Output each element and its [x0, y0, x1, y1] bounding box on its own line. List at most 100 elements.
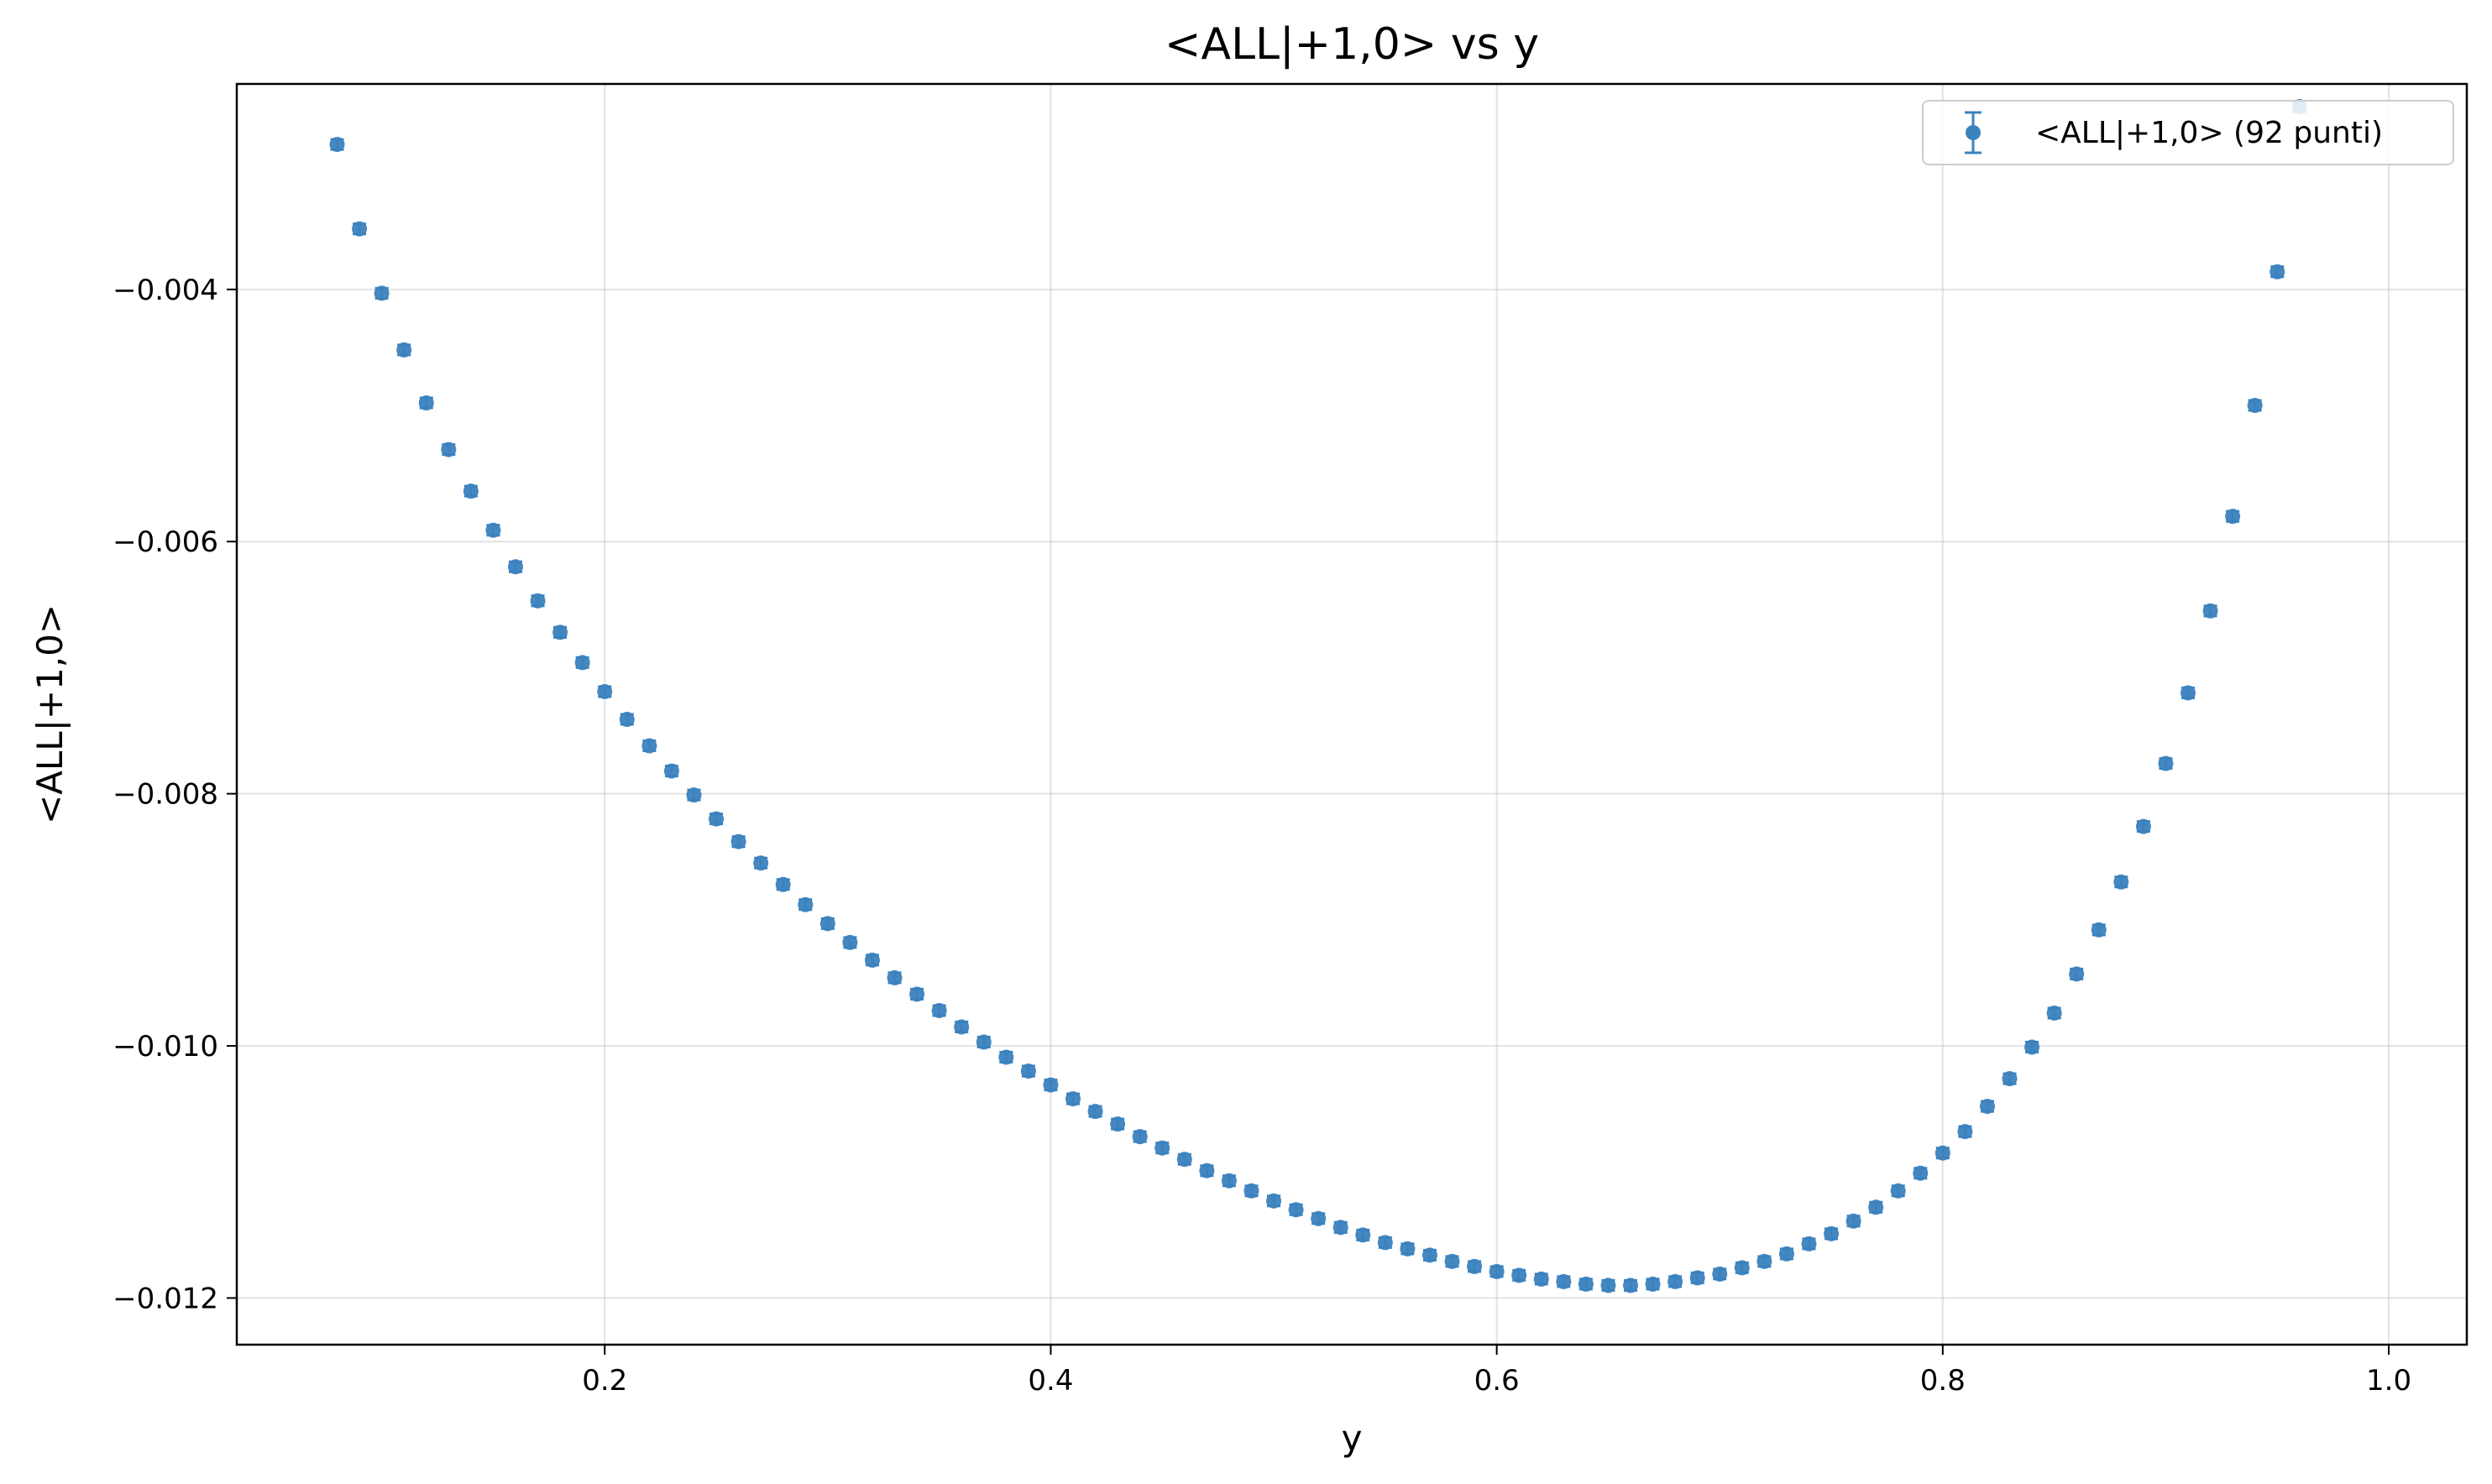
y-tick-label: −0.008: [113, 778, 218, 812]
data-point: [1288, 1202, 1304, 1218]
data-point: [819, 916, 835, 932]
data-point: [954, 1019, 970, 1035]
data-point: [441, 442, 457, 457]
data-point: [1110, 1116, 1126, 1132]
data-point: [1400, 1241, 1416, 1257]
data-point: [530, 593, 546, 609]
axes-ticks: 0.2 0.4 0.6 0.8 1.0 −0.004 −0.006 −0.008 −0.010 −…: [113, 274, 2411, 1398]
data-point: [1734, 1260, 1750, 1276]
data-point: [2270, 264, 2285, 280]
x-tick-label: 0.8: [1920, 1364, 1966, 1398]
data-point: [1065, 1091, 1081, 1107]
data-point: [1578, 1276, 1594, 1292]
data-point: [2247, 398, 2263, 414]
x-tick-label: 0.2: [582, 1364, 627, 1398]
data-point: [842, 934, 858, 950]
data-point: [2135, 818, 2151, 834]
data-point: [352, 221, 368, 237]
data-point: [753, 855, 769, 871]
data-point: [1556, 1273, 1572, 1289]
data-point: [1332, 1220, 1348, 1236]
data-point: [1311, 1210, 1327, 1226]
data-point: [909, 986, 925, 1002]
data-point: [574, 655, 590, 671]
data-point: [663, 763, 679, 779]
data-point: [619, 712, 635, 728]
data-point: [396, 342, 412, 358]
data-point: [976, 1034, 992, 1050]
data-point: [686, 787, 702, 803]
data-point: [374, 285, 390, 301]
data-point: [1020, 1063, 1036, 1079]
data-point: [1533, 1271, 1549, 1287]
data-point: [1467, 1258, 1483, 1274]
data-point: [2202, 603, 2218, 619]
data-point: [1043, 1077, 1059, 1093]
data-point: [2069, 966, 2085, 982]
data-point: [1934, 1145, 1950, 1161]
data-point: [1199, 1163, 1215, 1178]
data-point: [1421, 1247, 1437, 1263]
data-point: [1087, 1104, 1103, 1120]
data-point: [597, 683, 613, 699]
data-point: [329, 137, 345, 153]
data-point: [1667, 1273, 1683, 1289]
data-point: [864, 952, 880, 968]
data-point: [887, 969, 903, 985]
data-point: [1511, 1267, 1527, 1283]
data-point: [798, 896, 814, 912]
y-tick-label: −0.012: [113, 1282, 218, 1315]
y-tick-label: −0.006: [113, 525, 218, 559]
x-tick-label: 0.4: [1028, 1364, 1073, 1398]
data-point: [552, 624, 568, 640]
data-point: [1266, 1193, 1282, 1209]
data-point: [1890, 1183, 1906, 1199]
data-point: [1824, 1225, 1840, 1241]
data-point: [2091, 922, 2107, 938]
data-point: [2046, 1005, 2062, 1021]
x-tick-label: 1.0: [2366, 1364, 2411, 1398]
data-point: [2113, 874, 2129, 890]
y-tick-label: −0.010: [113, 1030, 218, 1063]
legend-marker-icon: [1966, 125, 1981, 140]
legend-label: <ALL|+1,0> (92 punti): [2035, 116, 2383, 150]
data-point: [1845, 1213, 1861, 1229]
x-tick-label: 0.6: [1474, 1364, 1520, 1398]
data-point: [931, 1002, 947, 1018]
data-point: [463, 483, 479, 499]
data-point: [775, 876, 791, 892]
y-tick-label: −0.004: [113, 274, 218, 307]
data-point: [1355, 1227, 1371, 1243]
data-series: [329, 99, 2307, 1293]
data-point: [1623, 1278, 1638, 1293]
y-axis-title: <ALL|+1,0>: [29, 604, 71, 824]
data-point: [1979, 1099, 1995, 1115]
data-point: [1689, 1270, 1705, 1286]
data-point: [2002, 1071, 2018, 1087]
data-point: [1243, 1183, 1259, 1199]
chart-title: <ALL|+1,0> vs y: [1165, 19, 1539, 70]
data-point: [998, 1049, 1014, 1065]
data-point: [2225, 509, 2241, 525]
data-point: [1712, 1266, 1728, 1282]
data-point: [1957, 1124, 1973, 1140]
x-axis-title: y: [1342, 1418, 1363, 1459]
data-point: [508, 559, 523, 575]
data-point: [1868, 1199, 1884, 1215]
data-point: [1176, 1152, 1192, 1168]
data-point: [1221, 1173, 1237, 1189]
grid: [237, 84, 2467, 1345]
data-point: [1756, 1253, 1772, 1269]
data-point: [1154, 1140, 1170, 1156]
data-point: [2024, 1039, 2040, 1055]
data-point: [1801, 1236, 1817, 1251]
data-point: [730, 833, 746, 849]
data-point: [2180, 685, 2196, 701]
data-point: [1913, 1165, 1929, 1181]
data-point: [641, 738, 657, 754]
data-point: [1600, 1278, 1616, 1293]
data-point: [1132, 1129, 1148, 1145]
data-point: [1444, 1253, 1460, 1269]
